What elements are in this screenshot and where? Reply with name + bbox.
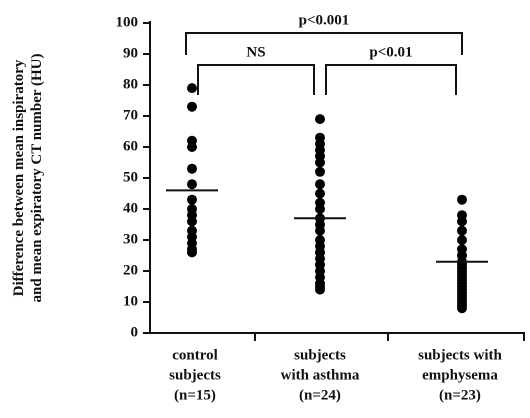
x-tick-label: with asthma — [281, 367, 360, 383]
x-tick-label: (n=15) — [174, 387, 216, 403]
x-tick-label: subjects — [294, 347, 346, 363]
y-tick-label: 100 — [116, 14, 139, 30]
y-tick-label: 30 — [123, 231, 138, 247]
dot — [457, 225, 467, 236]
dot — [315, 225, 325, 236]
dot — [315, 157, 325, 168]
bracket — [185, 32, 463, 55]
dot — [187, 83, 197, 94]
x-tick-label: (n=24) — [299, 387, 341, 403]
x-tick-label: control — [172, 347, 218, 363]
dot — [457, 303, 467, 314]
annotation: NS — [246, 44, 265, 60]
dot — [187, 194, 197, 205]
x-tick-label: subjects — [169, 367, 221, 383]
dot — [315, 114, 325, 125]
x-tick-label: emphysema — [422, 367, 498, 383]
bracket — [197, 64, 315, 95]
dot — [315, 188, 325, 199]
annotation: p<0.01 — [369, 44, 412, 60]
x-tick-label: (n=23) — [439, 387, 481, 403]
y-axis-label: Difference between mean inspiratory and m… — [11, 53, 45, 302]
y-tick-label: 80 — [123, 76, 138, 92]
dot — [315, 204, 325, 214]
x-tick-label: subjects with — [418, 347, 502, 363]
y-tick-label: 90 — [123, 45, 138, 61]
dot — [187, 101, 197, 112]
annotation: p<0.001 — [299, 12, 350, 28]
y-tick-label: 40 — [123, 200, 138, 216]
dot — [187, 142, 197, 152]
dot — [315, 284, 325, 295]
dot — [315, 166, 325, 177]
y-axis-label-line: and mean expiratory CT number (HU) — [29, 53, 45, 302]
bracket — [325, 64, 457, 95]
y-tick-label: 10 — [123, 293, 138, 309]
y-axis-label-line: Difference between mean inspiratory — [11, 59, 27, 296]
dot — [457, 216, 467, 227]
dot — [457, 235, 467, 245]
y-tick-label: 60 — [123, 138, 138, 154]
dot — [187, 216, 197, 227]
dot — [187, 247, 197, 258]
dot — [187, 179, 197, 190]
dot — [187, 163, 197, 174]
y-tick-label: 20 — [123, 262, 138, 278]
y-tick-label: 0 — [131, 324, 139, 340]
dot — [457, 194, 467, 205]
y-tick-label: 50 — [123, 169, 138, 185]
dot — [315, 179, 325, 190]
y-tick-label: 70 — [123, 107, 138, 123]
